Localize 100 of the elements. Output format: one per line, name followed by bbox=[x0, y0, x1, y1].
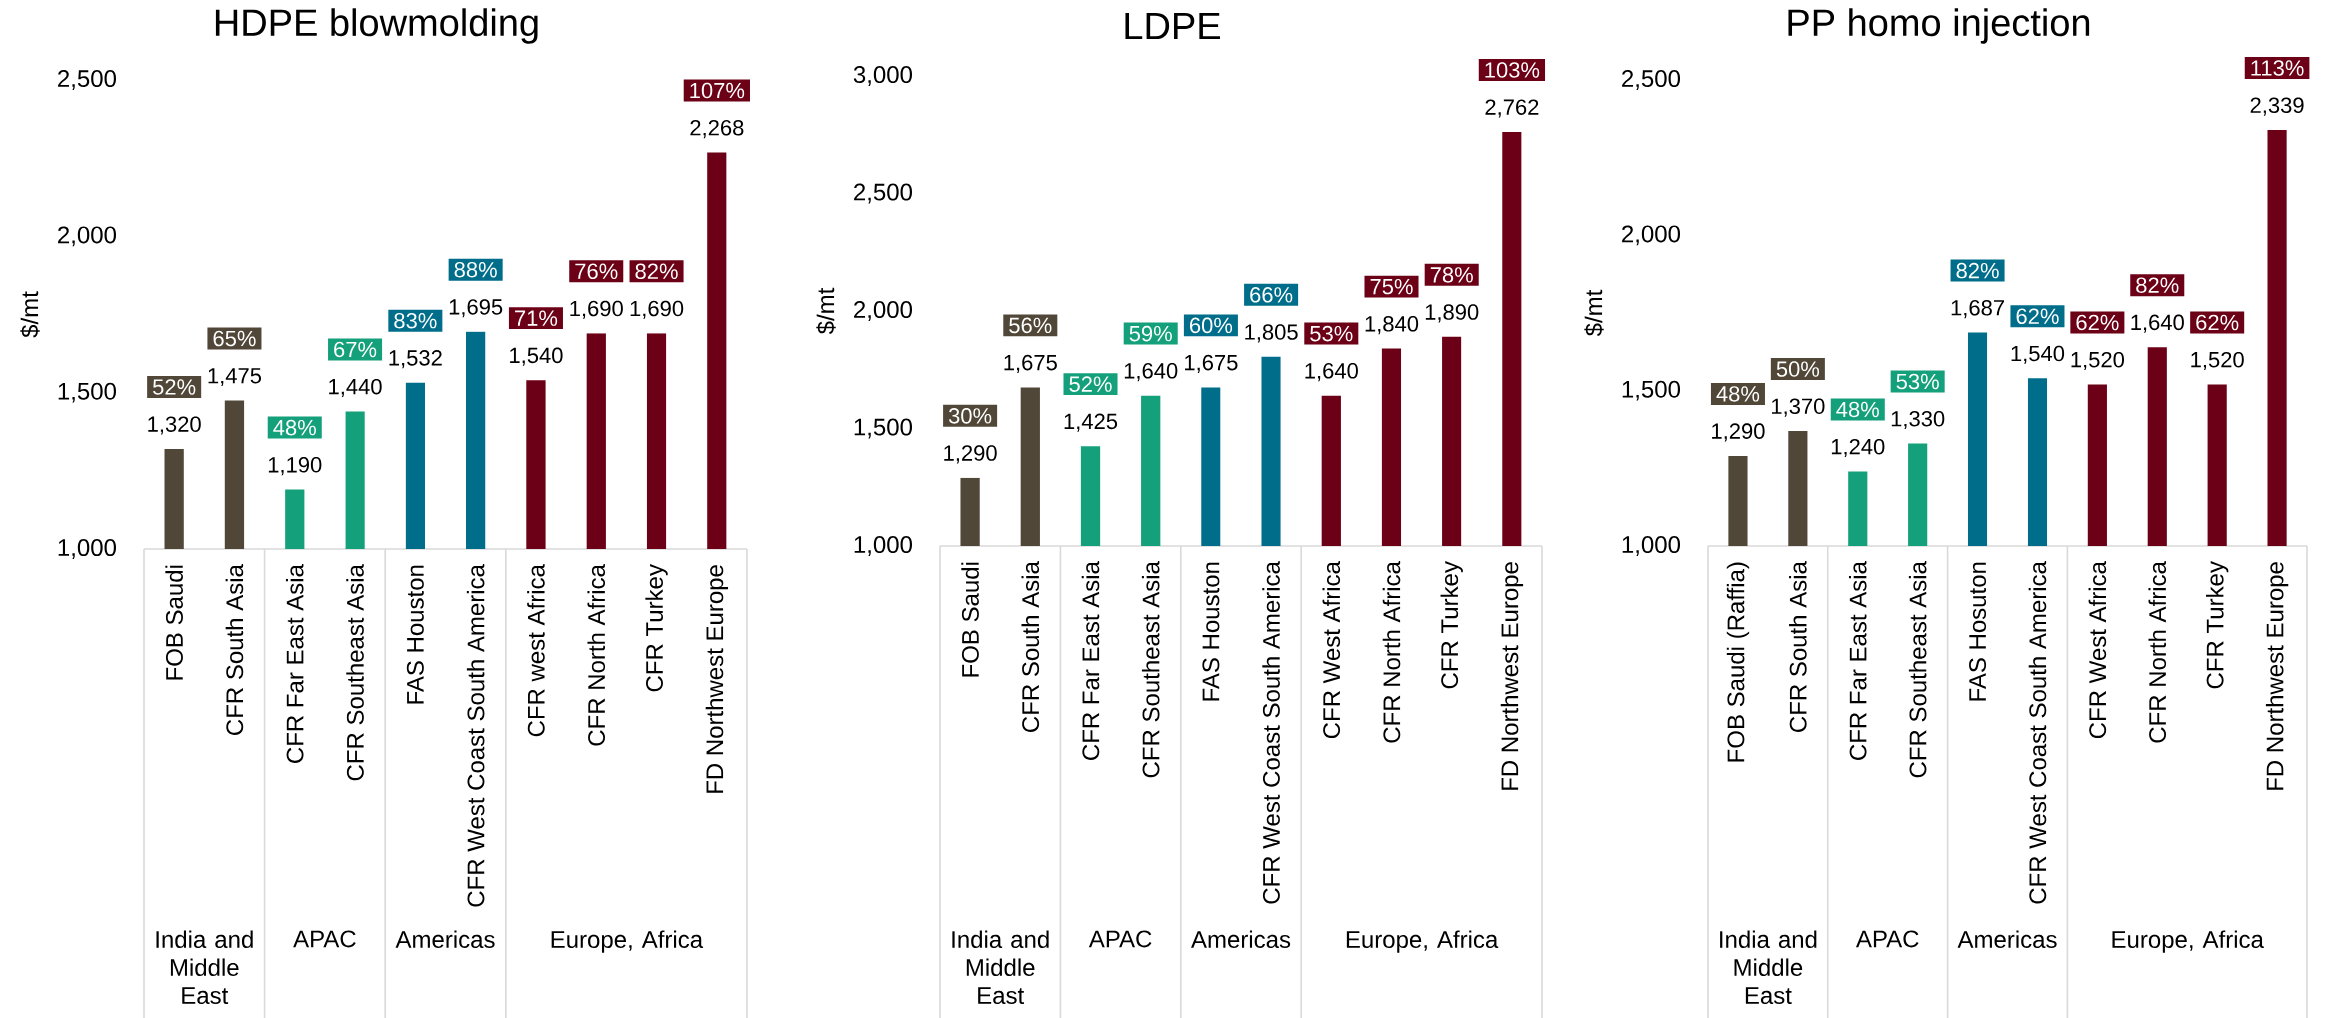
data-label: 1,532 bbox=[389, 350, 442, 369]
x-tick-label: CFR West Coast South America bbox=[1262, 561, 1280, 904]
x-tick-label: FD Northwest Europe bbox=[2265, 562, 2289, 790]
annotation: 62% bbox=[2196, 314, 2239, 331]
annotation: 59% bbox=[1129, 325, 1172, 342]
x-tick-label: FD Northwest Europe bbox=[705, 565, 729, 793]
annotation: 52% bbox=[1069, 376, 1112, 392]
x-tick-label: CFR Southeast Asia bbox=[346, 564, 364, 781]
data-label: 2,339 bbox=[2250, 97, 2304, 116]
data-label: 2,268 bbox=[690, 119, 744, 139]
annotation: 88% bbox=[454, 261, 497, 278]
annotation: 56% bbox=[1009, 317, 1052, 334]
chart-title: PP homo injection bbox=[1788, 8, 2090, 44]
data-label: 1,440 bbox=[329, 378, 382, 398]
annotation: 83% bbox=[394, 312, 437, 329]
text: Americas bbox=[1191, 930, 1291, 949]
annotation: 66% bbox=[1250, 287, 1293, 303]
annotation: 76% bbox=[575, 263, 618, 280]
y-axis-title: $/mt bbox=[816, 287, 836, 335]
data-label: 1,695 bbox=[449, 299, 503, 318]
annotation: 30% bbox=[948, 408, 992, 424]
text: APAC bbox=[1855, 930, 1919, 948]
annotation: 48% bbox=[1716, 386, 1760, 402]
data-label: 1,840 bbox=[1365, 316, 1419, 335]
text: Americas bbox=[1957, 930, 2057, 949]
text: India and Middle East bbox=[952, 930, 1049, 1005]
data-label: 1,370 bbox=[1772, 398, 1825, 417]
text: Americas bbox=[395, 930, 495, 949]
data-label: 1,805 bbox=[1245, 324, 1298, 343]
annotation: 82% bbox=[2136, 277, 2179, 293]
data-label: 1,475 bbox=[208, 368, 262, 387]
y-tick-label: 1,500 bbox=[854, 418, 913, 439]
annotation: 62% bbox=[2076, 314, 2119, 331]
y-tick-label: 2,000 bbox=[58, 226, 116, 247]
y-tick-label: 2,500 bbox=[58, 70, 116, 90]
x-tick-label: CFR West Africa bbox=[2088, 561, 2107, 739]
data-label: 1,330 bbox=[1891, 410, 1945, 430]
x-tick-label: CFR North Africa bbox=[2148, 561, 2167, 743]
annotation: 48% bbox=[273, 419, 316, 436]
x-tick-label: CFR Southeast Asia bbox=[1141, 561, 1160, 778]
x-tick-label: FAS Houston bbox=[1202, 562, 1220, 701]
x-tick-label: CFR Turkey bbox=[645, 564, 668, 692]
data-label: 1,640 bbox=[1124, 363, 1178, 382]
annotation: 53% bbox=[1310, 325, 1353, 342]
x-tick-label: CFR Turkey bbox=[1440, 561, 1463, 689]
data-label: 2,762 bbox=[1485, 99, 1539, 118]
annotation: 71% bbox=[515, 310, 558, 326]
annotation: 107% bbox=[690, 82, 745, 99]
text: APAC bbox=[293, 930, 356, 948]
y-tick-label: 2,000 bbox=[854, 301, 913, 321]
data-label: 1,640 bbox=[2131, 314, 2184, 333]
x-tick-label: CFR Turkey bbox=[2206, 561, 2229, 689]
x-tick-label: FD Northwest Europe bbox=[1500, 562, 1524, 790]
data-label: 1,690 bbox=[570, 300, 623, 319]
x-tick-label: CFR Far East Asia bbox=[285, 564, 304, 763]
annotation: 62% bbox=[2016, 308, 2059, 325]
y-tick-label: 3,000 bbox=[853, 66, 913, 86]
annotation: 52% bbox=[153, 379, 196, 395]
chart-title: LDPE bbox=[1125, 12, 1220, 40]
x-tick-label: CFR North Africa bbox=[587, 564, 606, 746]
data-label: 1,240 bbox=[1831, 438, 1885, 458]
annotation: 60% bbox=[1190, 317, 1233, 334]
x-tick-label: CFR west Africa bbox=[527, 564, 545, 737]
annotation: 65% bbox=[213, 330, 256, 347]
data-label: 1,687 bbox=[1951, 300, 2004, 319]
text: Europe, Africa bbox=[1346, 930, 1499, 953]
y-tick-label: 1,500 bbox=[1622, 380, 1681, 401]
text: India and Middle East bbox=[1720, 930, 1817, 1005]
data-label: 1,675 bbox=[1185, 354, 1238, 373]
data-label: 1,640 bbox=[1305, 363, 1358, 382]
data-label: 1,290 bbox=[944, 445, 997, 464]
data-label: 1,540 bbox=[510, 347, 563, 366]
annotation: 75% bbox=[1370, 278, 1413, 295]
x-tick-label: FOB Saudi bbox=[961, 562, 979, 677]
x-tick-label: FAS Houston bbox=[406, 565, 424, 704]
data-label: 1,520 bbox=[2071, 351, 2125, 371]
y-tick-label: 2,500 bbox=[854, 183, 913, 204]
annotation: 48% bbox=[1836, 401, 1879, 418]
y-tick-label: 1,000 bbox=[58, 539, 116, 559]
annotation: 82% bbox=[635, 263, 678, 280]
data-label: 1,675 bbox=[1004, 354, 1057, 373]
y-tick-label: 1,500 bbox=[58, 382, 116, 403]
data-label: 1,290 bbox=[1712, 423, 1765, 442]
x-tick-label: CFR South Asia bbox=[225, 564, 244, 735]
y-tick-label: 2,000 bbox=[1622, 225, 1681, 246]
x-tick-label: CFR Southeast Asia bbox=[1908, 561, 1927, 778]
x-tick-label: CFR Far East Asia bbox=[1848, 561, 1867, 760]
annotation: 78% bbox=[1430, 267, 1473, 283]
chart-title: HDPE blowmolding bbox=[215, 8, 538, 44]
annotation: 53% bbox=[1896, 373, 1939, 390]
data-label: 1,540 bbox=[2011, 345, 2065, 364]
text: India and Middle East bbox=[156, 930, 253, 1005]
x-tick-label: FOB Saudi (Raffia) bbox=[1726, 562, 1750, 762]
annotation: 50% bbox=[1776, 361, 1820, 377]
x-tick-label: CFR South Asia bbox=[1789, 561, 1807, 732]
text: Europe, Africa bbox=[2112, 930, 2264, 953]
data-label: 1,425 bbox=[1064, 413, 1118, 432]
annotation: 82% bbox=[1956, 262, 1999, 279]
x-tick-label: FOB Saudi bbox=[165, 565, 183, 680]
x-tick-label: CFR North Africa bbox=[1382, 561, 1401, 743]
